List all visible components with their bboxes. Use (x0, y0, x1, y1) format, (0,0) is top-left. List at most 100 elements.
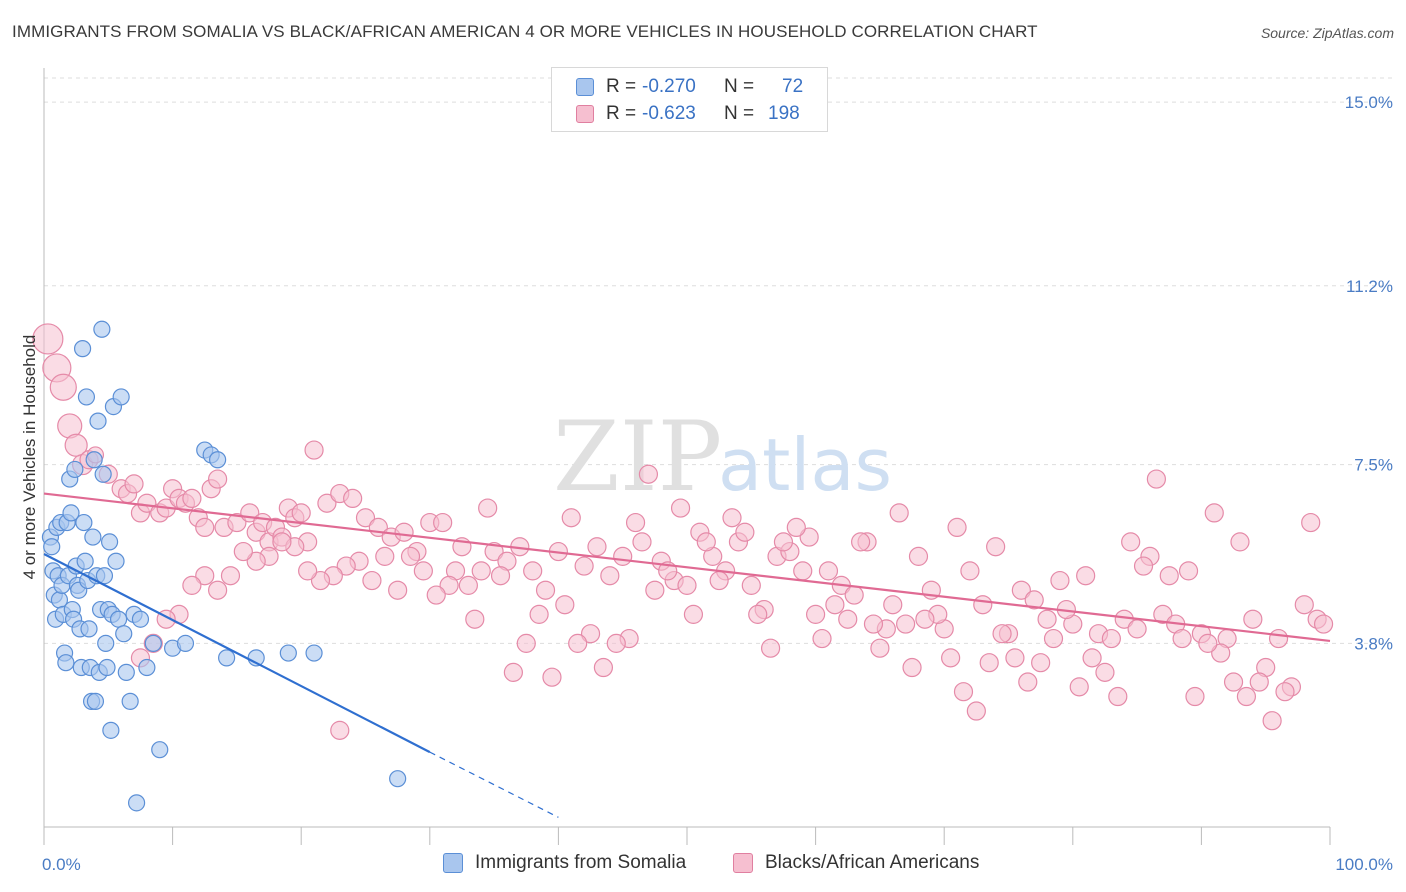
data-point (218, 649, 236, 667)
data-point (529, 604, 549, 624)
data-point (121, 692, 139, 710)
legend-swatch-black (576, 105, 594, 123)
data-point (1018, 672, 1038, 692)
data-point (1108, 686, 1128, 707)
data-point (568, 633, 588, 653)
data-point (1198, 633, 1218, 653)
data-point (433, 512, 453, 533)
legend-row-somalia: R = -0.270 N = 72 (576, 75, 803, 99)
y-tick-label: 11.2% (1346, 277, 1393, 296)
data-point (49, 373, 77, 401)
data-point (1223, 672, 1244, 692)
legend-n-label: N = (724, 76, 755, 97)
data-point (57, 654, 75, 672)
data-point (317, 493, 337, 513)
data-point (613, 546, 633, 566)
data-point (246, 551, 266, 571)
data-point (1069, 677, 1089, 697)
data-point (606, 633, 626, 653)
legend-row-black: R = -0.623 N = 198 (576, 102, 800, 126)
legend-swatch-somalia (576, 78, 594, 96)
bottom-legend-black: Blacks/African Americans (733, 852, 979, 874)
data-point (1275, 682, 1295, 702)
data-point (310, 570, 331, 591)
bottom-legend-swatch-somalia (443, 853, 463, 873)
data-point (870, 638, 890, 658)
data-point (304, 440, 324, 460)
data-point (863, 614, 884, 634)
data-point (677, 575, 697, 595)
legend-n-label: N = (724, 103, 755, 124)
y-tick-label: 7.5% (1354, 456, 1393, 475)
data-point (632, 532, 652, 552)
data-point (227, 512, 247, 533)
data-point (1082, 648, 1102, 668)
data-point (400, 546, 421, 566)
data-point (298, 561, 318, 581)
data-point (805, 604, 826, 624)
data-point (735, 522, 755, 542)
data-point (1005, 648, 1025, 668)
data-point (389, 770, 407, 788)
data-point (741, 575, 761, 595)
bottom-legend-somalia: Immigrants from Somalia (443, 852, 686, 874)
data-point (1127, 619, 1147, 639)
data-point (966, 701, 986, 721)
bottom-legend-swatch-black (733, 853, 753, 873)
data-point (93, 320, 111, 338)
data-point (75, 513, 93, 532)
series-blacks-african-americans (32, 323, 1334, 740)
data-point (343, 488, 363, 509)
data-point (1043, 628, 1064, 649)
data-point (1211, 643, 1231, 663)
data-point (645, 580, 665, 600)
data-point (799, 527, 819, 547)
data-point (182, 488, 202, 509)
data-point (1243, 609, 1263, 629)
data-point (638, 464, 659, 484)
data-point (1178, 561, 1199, 581)
data-point (272, 532, 292, 552)
trend-line-somalia (43, 552, 431, 754)
data-point (66, 460, 84, 479)
data-point (355, 508, 376, 528)
data-point (62, 504, 80, 522)
data-point (76, 552, 94, 570)
data-point (1121, 532, 1141, 552)
data-point (484, 541, 504, 562)
data-point (124, 474, 144, 494)
data-point (503, 662, 523, 682)
data-point (144, 634, 162, 652)
data-point (992, 624, 1012, 644)
data-point (471, 561, 491, 581)
data-point (208, 469, 228, 489)
data-point (587, 537, 607, 557)
data-point (773, 532, 794, 552)
data-point (760, 638, 781, 658)
data-point (960, 561, 980, 581)
data-point (305, 644, 323, 662)
data-point (535, 580, 556, 600)
tick-labels: 3.8% 7.5% 11.2% 15.0% 0.0% 100.0% (42, 93, 1393, 874)
data-point (182, 575, 202, 595)
data-point (439, 575, 459, 595)
data-point (1076, 566, 1096, 586)
data-point (523, 561, 543, 581)
data-point (1301, 512, 1321, 533)
data-point (195, 517, 215, 538)
data-point (413, 561, 433, 581)
data-point (375, 546, 395, 566)
data-point (1204, 503, 1224, 523)
data-point (478, 498, 498, 518)
data-point (84, 528, 102, 546)
legend: R = -0.270 N = 72 R = -0.623 N = 198 (551, 67, 828, 132)
data-point (844, 585, 864, 605)
data-point (580, 624, 601, 644)
data-point (825, 595, 845, 615)
data-point (941, 648, 961, 668)
data-point (542, 667, 562, 687)
data-point (818, 561, 839, 581)
data-point (851, 532, 871, 552)
data-point (330, 720, 350, 740)
